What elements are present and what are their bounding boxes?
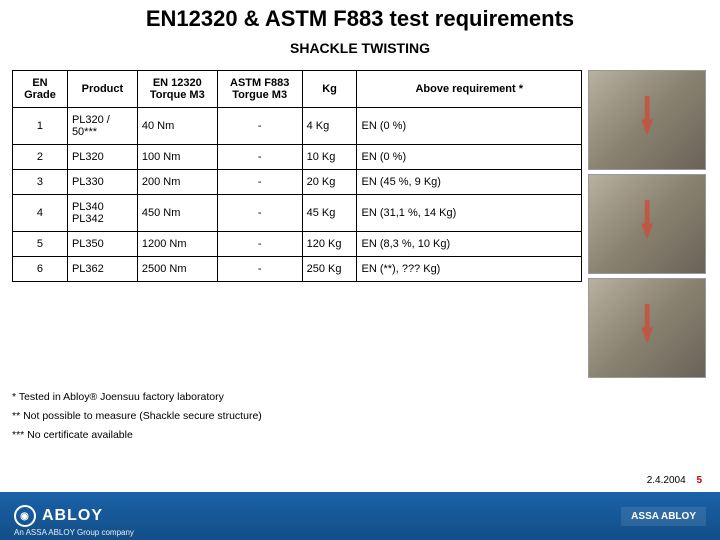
table-cell: 2 [13, 145, 68, 170]
table-cell: - [217, 257, 302, 282]
table-cell: EN (31,1 %, 14 Kg) [357, 195, 582, 232]
page-title: EN12320 & ASTM F883 test requirements [0, 0, 720, 32]
logo-text: ABLOY [42, 507, 103, 525]
table-cell: 3 [13, 170, 68, 195]
page-info: 2.4.2004 5 [647, 475, 702, 486]
col-header: ASTM F883 Torgue M3 [217, 71, 302, 108]
content-area: EN GradeProductEN 12320 Torque M3ASTM F8… [0, 70, 720, 378]
table-row: 4PL340 PL342450 Nm-45 KgEN (31,1 %, 14 K… [13, 195, 582, 232]
footnote-3: *** No certificate available [12, 426, 708, 445]
table-cell: 100 Nm [137, 145, 217, 170]
test-photo-2 [588, 174, 706, 274]
table-cell: PL340 PL342 [67, 195, 137, 232]
col-header: EN Grade [13, 71, 68, 108]
footer-bar: ◉ ABLOY An ASSA ABLOY Group company ASSA… [0, 492, 720, 540]
table-cell: - [217, 108, 302, 145]
table-cell: 250 Kg [302, 257, 357, 282]
table-cell: PL320 [67, 145, 137, 170]
table-cell: 1 [13, 108, 68, 145]
table-cell: 5 [13, 232, 68, 257]
footnotes: * Tested in Abloy® Joensuu factory labor… [0, 378, 720, 445]
table-row: 5PL3501200 Nm-120 KgEN (8,3 %, 10 Kg) [13, 232, 582, 257]
table-cell: - [217, 232, 302, 257]
table-cell: PL320 / 50*** [67, 108, 137, 145]
requirements-table: EN GradeProductEN 12320 Torque M3ASTM F8… [12, 70, 582, 282]
logo-mark-icon: ◉ [14, 505, 36, 527]
col-header: Above requirement * [357, 71, 582, 108]
table-cell: 450 Nm [137, 195, 217, 232]
table-cell: - [217, 170, 302, 195]
table-cell: PL350 [67, 232, 137, 257]
table-cell: 10 Kg [302, 145, 357, 170]
table-cell: 45 Kg [302, 195, 357, 232]
table-row: 2PL320100 Nm-10 KgEN (0 %) [13, 145, 582, 170]
table-cell: PL330 [67, 170, 137, 195]
assa-abloy-badge: ASSA ABLOY [621, 507, 706, 526]
table-cell: EN (8,3 %, 10 Kg) [357, 232, 582, 257]
test-photo-3 [588, 278, 706, 378]
table-row: 3PL330200 Nm-20 KgEN (45 %, 9 Kg) [13, 170, 582, 195]
table-cell: - [217, 195, 302, 232]
table-cell: 2500 Nm [137, 257, 217, 282]
table-cell: 4 Kg [302, 108, 357, 145]
table-cell: 4 [13, 195, 68, 232]
table-cell: EN (45 %, 9 Kg) [357, 170, 582, 195]
page-date: 2.4.2004 [647, 475, 686, 486]
table-cell: EN (0 %) [357, 108, 582, 145]
image-column [588, 70, 708, 378]
table-cell: 120 Kg [302, 232, 357, 257]
test-photo-1 [588, 70, 706, 170]
table-cell: 6 [13, 257, 68, 282]
table-cell: EN (0 %) [357, 145, 582, 170]
table-cell: 40 Nm [137, 108, 217, 145]
page-number: 5 [696, 475, 702, 486]
page-subtitle: SHACKLE TWISTING [0, 32, 720, 70]
footnote-2: ** Not possible to measure (Shackle secu… [12, 407, 708, 426]
table-cell: 20 Kg [302, 170, 357, 195]
table-cell: - [217, 145, 302, 170]
abloy-logo: ◉ ABLOY [14, 505, 103, 527]
table-cell: PL362 [67, 257, 137, 282]
table-cell: EN (**), ??? Kg) [357, 257, 582, 282]
col-header: Product [67, 71, 137, 108]
col-header: Kg [302, 71, 357, 108]
footer-subline: An ASSA ABLOY Group company [14, 528, 134, 537]
table-cell: 1200 Nm [137, 232, 217, 257]
col-header: EN 12320 Torque M3 [137, 71, 217, 108]
table-row: 1PL320 / 50***40 Nm-4 KgEN (0 %) [13, 108, 582, 145]
footnote-1: * Tested in Abloy® Joensuu factory labor… [12, 388, 708, 407]
table-cell: 200 Nm [137, 170, 217, 195]
table-row: 6PL3622500 Nm-250 KgEN (**), ??? Kg) [13, 257, 582, 282]
